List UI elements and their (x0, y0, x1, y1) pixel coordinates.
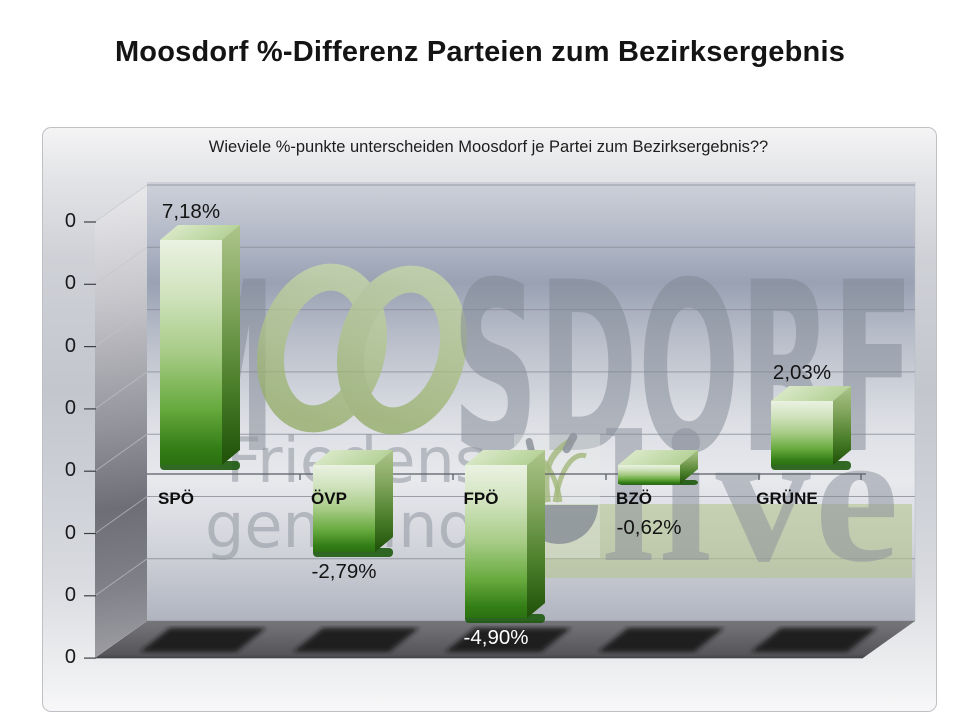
chart-panel (42, 127, 937, 712)
page-title: Moosdorf %-Differenz Parteien zum Bezirk… (114, 36, 846, 68)
chart-subtitle: Wieviele %-punkte unterscheiden Moosdorf… (208, 138, 769, 156)
